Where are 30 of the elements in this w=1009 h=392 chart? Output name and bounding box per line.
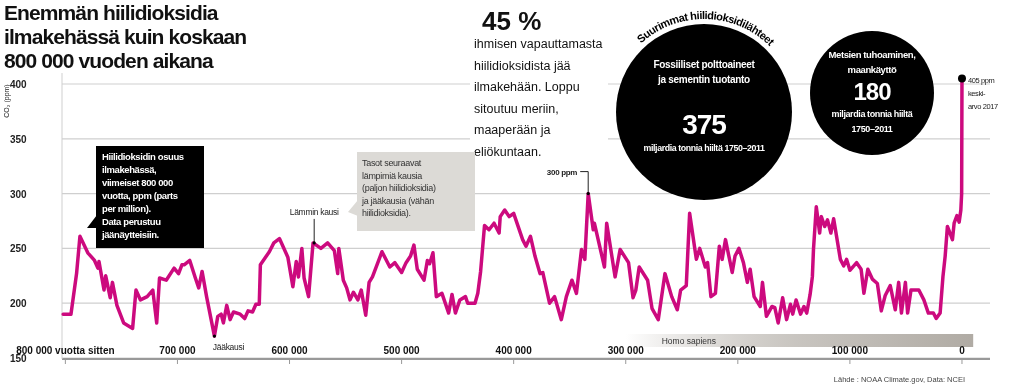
x-tick-label: 200 000	[719, 345, 757, 356]
x-tick-label: 700 000	[159, 345, 196, 356]
y-tick-label: 400	[10, 79, 28, 90]
text: 45 %	[482, 6, 542, 36]
annotation: Fossiiliset polttoaineet ja sementin tuotanto	[653, 59, 756, 85]
annotation: 300 ppm	[546, 167, 578, 177]
x-tick-label: 0	[959, 345, 966, 356]
annotation: miljardia tonnia hiiltä 1750–2011	[831, 109, 914, 134]
y-tick-label: 150	[10, 353, 28, 364]
annotation: 375	[682, 109, 727, 140]
band-label: Homo sapiens	[661, 336, 717, 346]
x-tick-label: 800 000 vuotta sitten	[16, 345, 115, 356]
annotation: Metsien tuhoaminen, maankäyttö	[828, 49, 916, 75]
annotation: miljardia tonnia hiiltä 1750–2011	[643, 143, 765, 153]
x-tick-label: 100 000	[831, 345, 869, 356]
y-tick-label: 300	[10, 188, 28, 200]
annotation: 180	[853, 78, 892, 105]
x-tick-label: 400 000	[495, 345, 533, 356]
annotation: Jääkausi	[212, 342, 245, 353]
annotation: Tasot seuraavat lämpimiä kausia (paljon hiilidioksidia) ja jääkausia (vähän hiilidioksidia).	[361, 158, 436, 218]
x-tick-label: 600 000	[271, 345, 309, 356]
x-tick-label: 300 000	[607, 345, 645, 356]
y-tick-label: 250	[10, 243, 28, 255]
annotation: Lämmin kausi	[289, 206, 339, 217]
annotation: ihmisen vapauttamasta hiilidioksidista jää ilmakehään. Loppu sitoutuu meriin, maaperään ja eliökuntaan.	[474, 37, 603, 159]
annotation: Hiilidioksidin osuus ilmakehässä, viimeiset 800 000 vuotta, ppm (parts per million). Data perustuu jäänäytteisiin.	[101, 151, 184, 240]
x-tick-label: 500 000	[383, 345, 421, 356]
y-tick-label: 200	[10, 298, 28, 310]
chart-title: Enemmän hiilidioksidia ilmakehässä kuin koskaan 800 000 vuoden aikana	[4, 1, 247, 72]
y-tick-label: 350	[10, 133, 28, 145]
